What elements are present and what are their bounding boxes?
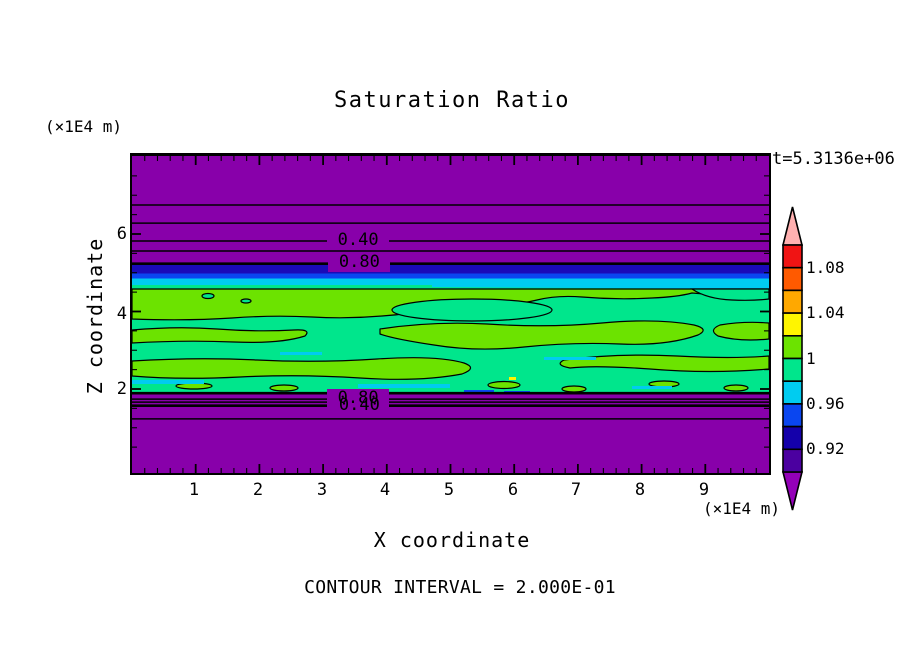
colorbar-segment [782,380,803,405]
contour-lines-group [132,204,769,420]
colorbar-under-arrow [781,471,804,511]
x-tick-label-5: 5 [443,480,455,500]
x-axis-units-label: (×1E4 m) [702,499,780,518]
colorbar-segment [782,448,803,473]
band-cyan [132,278,769,285]
plot-area: 0.40 0.80 0.80 0.40 [130,153,771,475]
z-tick-label-4: 4 [116,304,127,324]
colorbar-segment [782,244,803,269]
colorbar-tick-label: 1.04 [806,303,845,323]
contour-label: 0.80 [328,253,391,273]
contour-label: 0.40 [338,394,380,415]
band-cyan-right-strip [432,285,769,289]
axis-ticks-group [132,156,769,473]
cyan-streaks [132,352,672,389]
chart-title: Saturation Ratio [334,88,570,113]
colorbar-segment [782,266,803,292]
colorbar-segment [782,312,803,337]
x-tick-label-3: 3 [316,480,328,500]
contour-label: 0.80 [327,389,390,409]
z-tick-label-2: 2 [116,379,127,399]
band-blue [132,273,769,279]
x-tick-label-1: 1 [188,480,200,500]
blue-dash [464,390,494,392]
contour-plot [132,156,769,473]
colorbar-segment [782,335,803,360]
yellow-fleck [509,377,516,380]
colorbar-segment [782,357,803,383]
colorbar-segment [782,425,803,451]
springgreen-intrusions [201,288,769,322]
colorbar-tick-label: 0.96 [806,393,845,413]
contour-interval-note: CONTOUR INTERVAL = 2.000E-01 [304,577,616,598]
x-tick-label-6: 6 [507,480,519,500]
colorbar-over-arrow [781,206,804,246]
colorbar-tick-label: 1.08 [806,257,845,277]
contour-label: 0.40 [327,230,390,250]
colorbar-segment [782,403,803,428]
colorbar-tick-label: 1 [806,348,816,368]
interface-lines [132,263,769,395]
time-annotation: t=5.3136e+06 [772,149,895,169]
z-axis-units-label: (×1E4 m) [45,117,123,136]
band-navy [132,264,769,274]
colorbar-segment [782,289,803,314]
z-axis-title: Z coordinate [83,237,107,395]
colorbar-segments [782,244,803,473]
x-tick-label-7: 7 [570,480,582,500]
colorbar [781,206,804,511]
x-axis-title: X coordinate [373,528,531,552]
x-tick-label-2: 2 [252,480,264,500]
colorbar-tick-label: 0.92 [806,439,845,459]
x-tick-label-4: 4 [379,480,391,500]
colorbar-labels: 1.08 1.04 1 0.96 0.92 [806,203,866,515]
x-tick-label-9: 9 [698,480,710,500]
x-tick-label-8: 8 [634,480,646,500]
z-tick-label-6: 6 [116,224,127,244]
